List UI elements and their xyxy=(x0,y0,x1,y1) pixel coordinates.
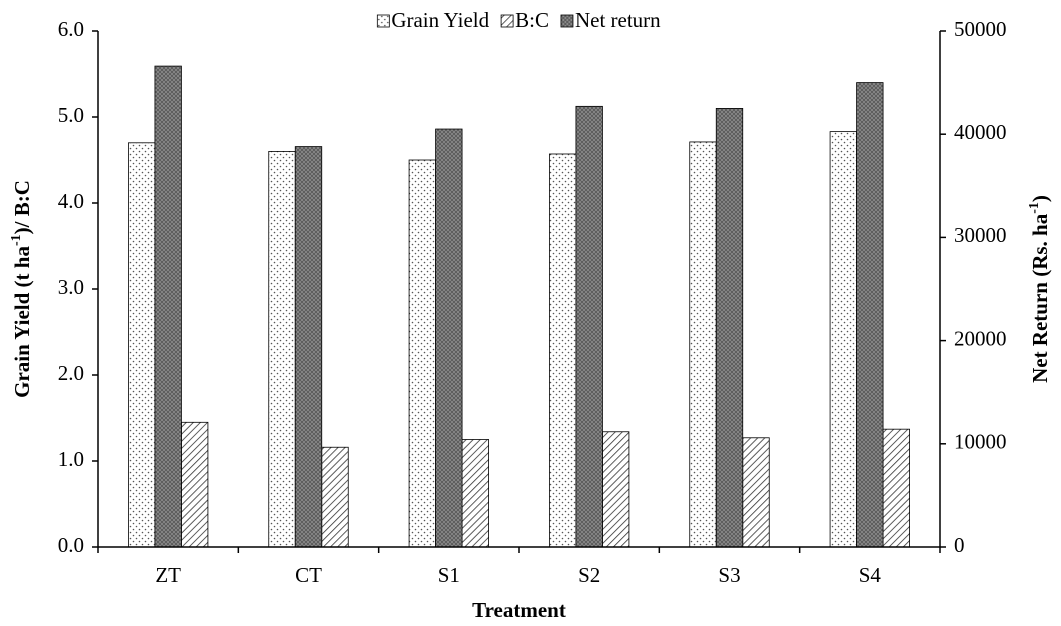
bar xyxy=(294,146,323,548)
y2-tick-label: 0 xyxy=(954,533,965,557)
bar xyxy=(856,82,884,548)
bar xyxy=(461,439,489,548)
bar xyxy=(689,141,717,548)
bar xyxy=(882,428,910,548)
x-tick-label: CT xyxy=(295,563,322,587)
bar xyxy=(829,131,857,548)
legend-swatch xyxy=(560,14,574,28)
y2-tick-label: 50000 xyxy=(954,17,1007,41)
legend: Grain Yield B:C Net return xyxy=(376,8,661,32)
y-tick-label: 2.0 xyxy=(58,361,84,385)
legend-label: Grain Yield xyxy=(391,8,489,32)
bar xyxy=(321,446,349,548)
x-tick-label: ZT xyxy=(155,563,181,587)
bar xyxy=(742,437,770,548)
y2-axis-title-part: -1 xyxy=(1027,202,1042,214)
y2-axis-title: Net Return (Rs. ha-1) xyxy=(1027,195,1052,383)
y-tick-label: 1.0 xyxy=(58,447,84,471)
legend-label: B:C xyxy=(515,8,549,32)
legend-swatch xyxy=(376,14,390,28)
bar xyxy=(268,150,296,548)
bar xyxy=(715,108,744,548)
bar xyxy=(602,431,630,548)
bar xyxy=(128,142,156,548)
y-tick-label: 6.0 xyxy=(58,17,84,41)
bar xyxy=(154,65,182,548)
y-axis-title-part: -1 xyxy=(9,234,24,246)
x-tick-label: S1 xyxy=(438,563,460,587)
y2-axis-title-part: Net Return (Rs. ha xyxy=(1028,213,1052,383)
x-tick-label: S2 xyxy=(578,563,600,587)
y-axis-title-part: Grain Yield (t ha xyxy=(10,246,34,398)
bar xyxy=(575,105,603,548)
y-tick-label: 0.0 xyxy=(58,533,84,557)
y2-tick-label: 20000 xyxy=(954,326,1007,350)
legend-label: Net return xyxy=(575,8,661,32)
y2-tick-label: 40000 xyxy=(954,120,1007,144)
y-axis-title-part: )/ B:C xyxy=(10,180,34,234)
y2-tick-label: 10000 xyxy=(954,430,1007,454)
y-tick-label: 5.0 xyxy=(58,103,84,127)
y-tick-label: 3.0 xyxy=(58,275,84,299)
bar xyxy=(181,421,209,548)
x-axis-title: Treatment xyxy=(472,598,566,622)
y2-tick-label: 30000 xyxy=(954,223,1007,247)
y-tick-label: 4.0 xyxy=(58,189,84,213)
bar xyxy=(549,153,577,548)
y-axis-title: Grain Yield (t ha-1)/ B:C xyxy=(9,180,34,398)
y2-axis-title-part: ) xyxy=(1028,195,1052,202)
legend-swatch xyxy=(500,14,514,28)
bar xyxy=(408,159,436,548)
bar xyxy=(435,128,463,548)
x-tick-label: S3 xyxy=(718,563,740,587)
x-tick-label: S4 xyxy=(859,563,882,587)
